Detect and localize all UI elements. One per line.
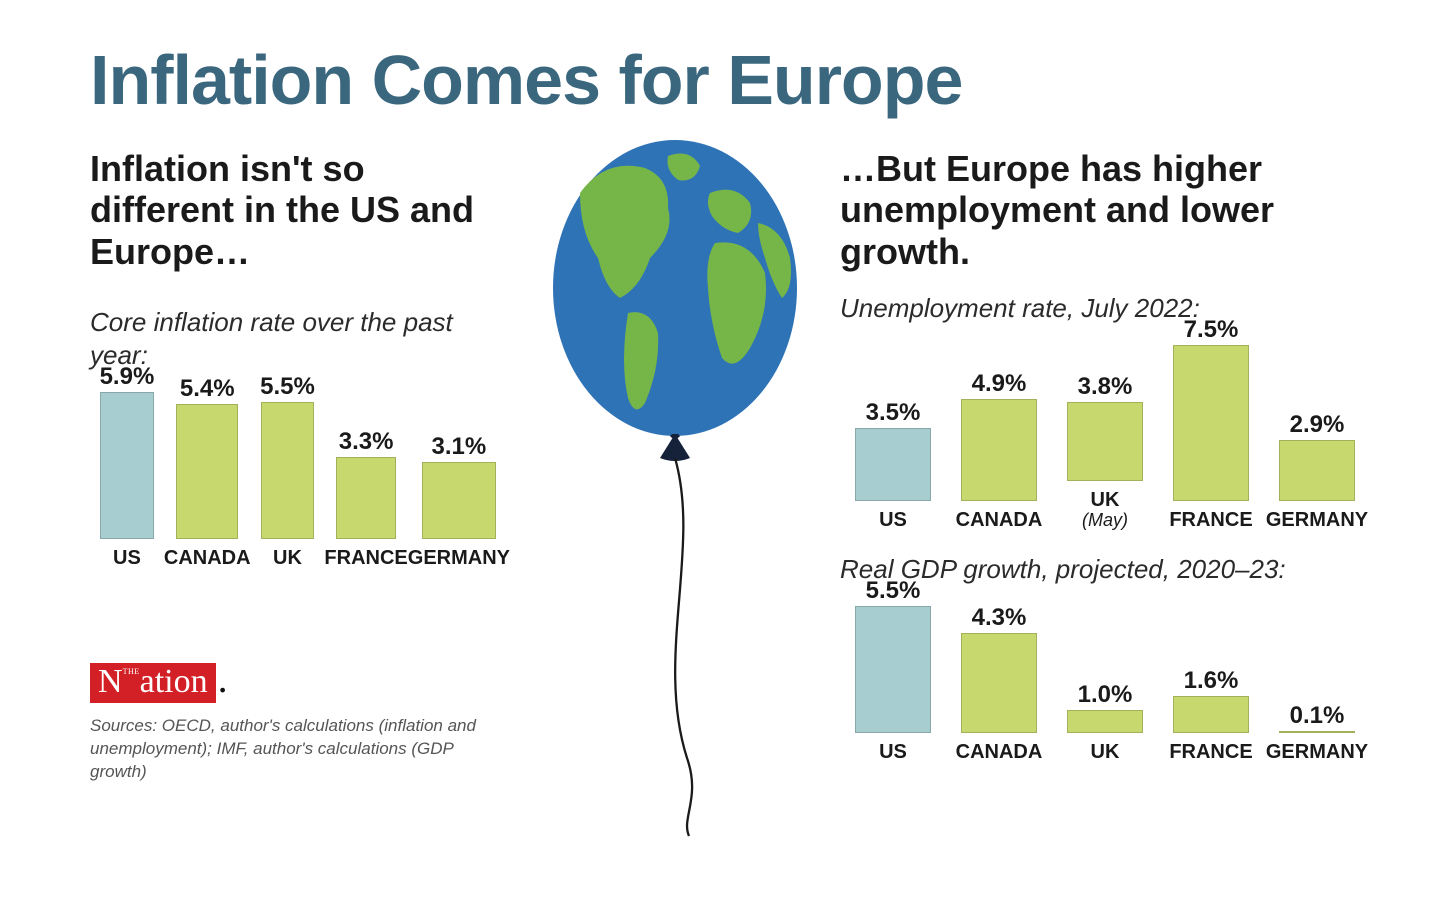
bar: 5.4% — [176, 404, 238, 539]
unemployment-chart: 3.5% US 4.9% CANADA 3.8% UK(May) 7.5% FRANCE 2.9… — [840, 339, 1370, 531]
bar-group: 5.5% US — [840, 606, 946, 764]
globe-balloon — [550, 138, 800, 443]
bar-group: 2.9% GERMANY — [1264, 440, 1370, 530]
unemployment-chart-caption: Unemployment rate, July 2022: — [840, 292, 1370, 325]
bar-group: 5.4% CANADA — [164, 404, 251, 569]
nation-logo: NTHEation. — [90, 659, 228, 703]
globe-icon — [550, 138, 800, 438]
inflation-chart: 5.9% US 5.4% CANADA 5.5% UK 3.3% FRANCE 3.1% GERM… — [90, 385, 510, 569]
page-title: Inflation Comes for Europe — [90, 40, 1370, 120]
bar: 3.3% — [336, 457, 396, 540]
bar-value: 3.1% — [432, 433, 487, 461]
bar-value: 3.5% — [866, 399, 921, 427]
bar: 0.1% — [1279, 731, 1355, 733]
bar: 7.5% — [1173, 345, 1249, 501]
bar-label: CANADA — [164, 547, 251, 569]
bar-label: US — [879, 741, 907, 763]
inflation-chart-caption: Core inflation rate over the past year: — [90, 306, 510, 371]
bar-value: 0.1% — [1290, 702, 1345, 730]
bar: 1.6% — [1173, 696, 1249, 733]
bar-value: 5.4% — [180, 375, 235, 403]
bar-value: 1.0% — [1078, 681, 1133, 709]
bar-group: 3.8% UK(May) — [1052, 402, 1158, 531]
bar: 3.5% — [855, 428, 931, 501]
bar: 2.9% — [1279, 440, 1355, 500]
bar-group: 0.1% GERMANY — [1264, 731, 1370, 763]
bar: 4.3% — [961, 633, 1037, 733]
gdp-chart: 5.5% US 4.3% CANADA 1.0% UK 1.6% FRANCE 0.1% GERM… — [840, 599, 1370, 763]
bars-row: 3.5% US 4.9% CANADA 3.8% UK(May) 7.5% FRANCE 2.9… — [840, 339, 1370, 531]
nation-logo-dot: . — [218, 659, 228, 699]
bar-group: 5.5% UK — [251, 402, 325, 570]
bar-label: FRANCE — [1169, 509, 1252, 531]
bar-label: GERMANY — [1266, 509, 1368, 531]
sources-text: Sources: OECD, author's calculations (in… — [90, 715, 490, 784]
bar-label: FRANCE — [324, 547, 407, 569]
bar-group: 3.5% US — [840, 428, 946, 531]
bar: 5.9% — [100, 392, 153, 540]
bar-label: FRANCE — [1169, 741, 1252, 763]
bar-value: 4.9% — [972, 370, 1027, 398]
bar-value: 1.6% — [1184, 667, 1239, 695]
bar-value: 5.5% — [866, 577, 921, 605]
bar: 1.0% — [1067, 710, 1143, 733]
bar-value: 3.3% — [339, 428, 394, 456]
bar-label: UK — [273, 547, 302, 569]
bar-group: 7.5% FRANCE — [1158, 345, 1264, 531]
bar-value: 4.3% — [972, 604, 1027, 632]
bar-group: 1.0% UK — [1052, 710, 1158, 763]
infographic-page: Inflation Comes for Europe Inflation isn… — [0, 0, 1440, 907]
nation-logo-box: NTHEation — [90, 663, 216, 703]
bar-label: US — [113, 547, 141, 569]
bar-label: GERMANY — [1266, 741, 1368, 763]
bar-label: CANADA — [956, 509, 1043, 531]
right-column: …But Europe has higher unemployment and … — [840, 148, 1370, 763]
columns: Inflation isn't so different in the US a… — [90, 148, 1370, 801]
bar-label: CANADA — [956, 741, 1043, 763]
bars-row: 5.5% US 4.3% CANADA 1.0% UK 1.6% FRANCE 0.1% GERM… — [840, 599, 1370, 763]
bar-group: 4.9% CANADA — [946, 399, 1052, 531]
bar-sublabel: (May) — [1082, 511, 1128, 531]
bar-value: 5.9% — [100, 363, 155, 391]
bar-group: 4.3% CANADA — [946, 633, 1052, 763]
bar-value: 2.9% — [1290, 411, 1345, 439]
bar: 4.9% — [961, 399, 1037, 501]
bar-label: UK(May) — [1082, 489, 1128, 531]
bar-label: US — [879, 509, 907, 531]
left-subhead: Inflation isn't so different in the US a… — [90, 148, 510, 272]
bar-value: 5.5% — [260, 373, 315, 401]
bar: 5.5% — [261, 402, 314, 540]
bar-group: 1.6% FRANCE — [1158, 696, 1264, 763]
bar: 3.8% — [1067, 402, 1143, 481]
bar-group: 3.3% FRANCE — [324, 457, 407, 570]
bar-value: 3.8% — [1078, 373, 1133, 401]
bar-group: 3.1% GERMANY — [408, 462, 510, 570]
bars-row: 5.9% US 5.4% CANADA 5.5% UK 3.3% FRANCE 3.1% GERM… — [90, 385, 510, 569]
left-column: Inflation isn't so different in the US a… — [90, 148, 510, 801]
bar: 3.1% — [422, 462, 496, 540]
bar-label: GERMANY — [408, 547, 510, 569]
nation-logo-the: THE — [123, 667, 140, 676]
bar: 5.5% — [855, 606, 931, 734]
balloon-string-icon — [661, 458, 721, 838]
bar-label: UK — [1091, 741, 1120, 763]
right-subhead: …But Europe has higher unemployment and … — [840, 148, 1370, 272]
bar-value: 7.5% — [1184, 316, 1239, 344]
bar-group: 5.9% US — [90, 392, 164, 570]
